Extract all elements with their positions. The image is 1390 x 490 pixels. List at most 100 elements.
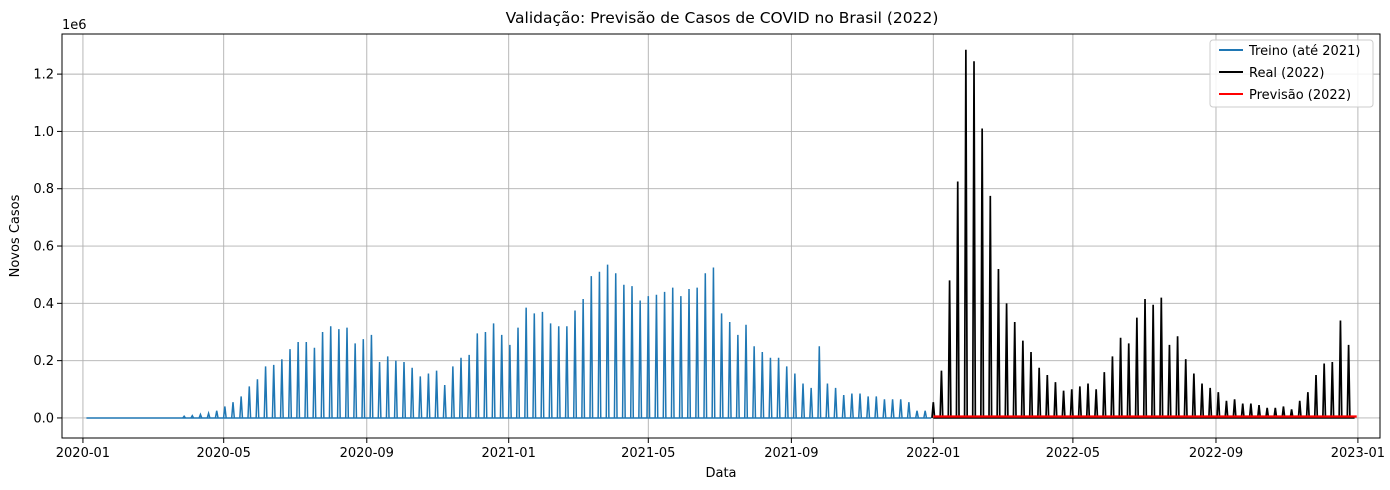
series-train-spike (507, 344, 512, 418)
series-train-spike (467, 354, 472, 418)
series-train-spike (874, 396, 879, 418)
series-real-spike (1338, 320, 1343, 418)
series-train-spike (385, 356, 390, 418)
series-train-spike (222, 406, 227, 419)
series-train-spike (654, 294, 659, 418)
series-train-spike (491, 323, 496, 418)
series-train-spike (817, 346, 822, 418)
series-train-spike (857, 393, 863, 418)
series-real-spike (1077, 386, 1083, 418)
series-real-spike (1069, 389, 1074, 418)
series-real-spike (1322, 363, 1327, 418)
series-real-spike (1159, 297, 1164, 418)
series-real-spike (1273, 407, 1278, 419)
series-train-spike (719, 313, 724, 418)
series-train-spike (743, 324, 749, 418)
series-real-spike (1037, 367, 1042, 418)
series-real-spike (988, 195, 993, 418)
y-tick-label: 0.2 (33, 354, 54, 369)
series-real-spike (1167, 344, 1172, 418)
series-train-spike (361, 339, 366, 418)
series-train-spike (556, 326, 561, 418)
plot-series (86, 49, 1357, 419)
series-train-spike (776, 357, 781, 418)
series-real-spike (931, 402, 936, 419)
series-real-spike (1118, 337, 1123, 418)
series-train-spike (809, 387, 814, 418)
series-train-spike (914, 410, 920, 419)
series-train-spike (255, 379, 260, 418)
series-train (86, 264, 932, 419)
series-train-spike (695, 287, 700, 418)
series-train-spike (581, 299, 586, 418)
series-train-spike (442, 384, 447, 418)
y-tick-label: 0.0 (33, 411, 54, 426)
series-train-spike (418, 376, 423, 418)
series-train-spike (198, 412, 203, 419)
series-real-spike (1183, 359, 1188, 418)
series-train-spike (605, 264, 610, 418)
x-tick-label: 2021-05 (621, 446, 675, 461)
series-real (931, 49, 1355, 419)
series-train-spike (670, 287, 675, 418)
series-real-spike (1053, 382, 1058, 418)
y-tick-label: 0.6 (33, 240, 54, 255)
series-train-spike (540, 311, 545, 418)
series-train-spike (882, 399, 887, 418)
series-train-spike (727, 321, 732, 418)
series-train-spike (784, 366, 789, 418)
series-real-spike (1256, 404, 1262, 419)
series-train-spike (572, 310, 578, 418)
series-train-spike (768, 357, 773, 418)
series-real-spike (1313, 374, 1319, 418)
x-tick-label: 2022-01 (906, 446, 960, 461)
series-train-spike (678, 296, 683, 418)
series-train-spike (898, 399, 903, 418)
series-train-spike (548, 323, 553, 418)
series-train-spike (304, 342, 309, 418)
x-tick-label: 2021-09 (764, 446, 818, 461)
series-train-spike (312, 347, 317, 418)
series-train-spike (849, 393, 854, 418)
series-train-spike (271, 364, 276, 418)
y-axis-label: Novos Casos (8, 194, 23, 277)
x-tick-label: 2020-09 (340, 446, 394, 461)
series-real-spike (1012, 321, 1017, 418)
series-train-spike (613, 273, 618, 418)
series-train-spike (458, 357, 464, 418)
x-tick-label: 2023-01 (1331, 446, 1385, 461)
x-tick-label: 2020-01 (56, 446, 110, 461)
series-real-spike (1265, 407, 1270, 419)
series-train-spike (410, 367, 415, 418)
series-train-spike (703, 273, 708, 418)
series-train-spike (906, 402, 911, 419)
series-train-spike (629, 286, 635, 418)
chart-title: Validação: Previsão de Casos de COVID no… (506, 9, 939, 27)
series-real-spike (1126, 343, 1131, 418)
legend-label-forecast: Previsão (2022) (1249, 88, 1351, 103)
series-real-spike (1094, 389, 1099, 418)
series-train-spike (711, 267, 716, 418)
series-train-spike (923, 410, 928, 419)
series-train-spike (230, 402, 236, 419)
series-train-spike (369, 334, 374, 418)
series-train-spike (206, 410, 211, 419)
x-tick-label: 2022-09 (1189, 446, 1243, 461)
series-real-spike (1045, 374, 1050, 418)
series-real-spike (1224, 400, 1229, 419)
series-real-spike (1151, 304, 1156, 418)
series-real-spike (971, 61, 977, 418)
series-real-spike (1281, 406, 1286, 419)
series-real-spike (939, 370, 944, 418)
series-real-spike (1297, 400, 1302, 419)
series-train-spike (499, 334, 504, 418)
y-offset-label: 1e6 (62, 18, 87, 33)
series-train-spike (524, 307, 529, 418)
series-train-spike (336, 329, 341, 418)
series-real-spike (1240, 403, 1245, 419)
series-real-spike (1061, 390, 1066, 418)
series-train-spike (662, 291, 667, 418)
series-train-spike (483, 331, 488, 418)
y-tick-label: 0.4 (33, 297, 54, 312)
series-train-spike (450, 366, 455, 418)
